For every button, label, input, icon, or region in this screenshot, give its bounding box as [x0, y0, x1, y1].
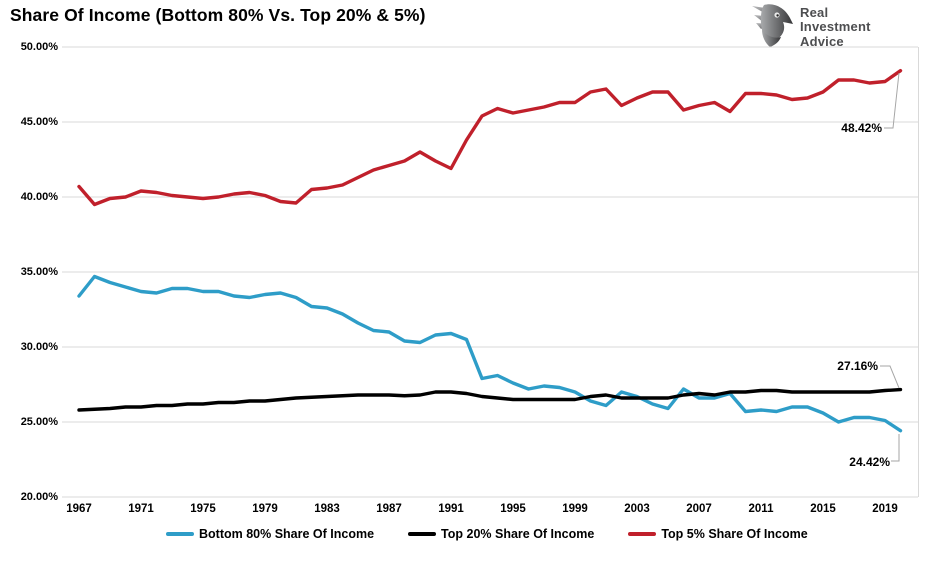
x-axis-label: 2019	[872, 503, 898, 515]
x-axis-label: 2003	[624, 503, 650, 515]
y-axis-label: 25.00%	[20, 416, 58, 428]
x-axis-label: 2011	[748, 503, 774, 515]
chart-title: Share Of Income (Bottom 80% Vs. Top 20% …	[10, 5, 426, 25]
legend-swatch	[628, 532, 657, 536]
y-axis-label: 30.00%	[20, 341, 58, 353]
brand-logo-text: Real Investment Advice	[800, 4, 871, 50]
leader-top5	[884, 72, 900, 129]
legend-item-top-20-share-of-income: Top 20% Share Of Income	[408, 527, 594, 541]
legend-swatch	[166, 532, 194, 536]
legend-label: Bottom 80% Share Of Income	[199, 527, 375, 541]
x-axis-label: 1971	[128, 503, 154, 515]
legend-label: Top 5% Share Of Income	[661, 527, 808, 541]
series-line-bottom-80-share-of-income	[77, 274, 903, 433]
leader-top20	[880, 365, 900, 389]
annotation-top5-value: 48.42%	[841, 121, 882, 135]
annotation-top20-value: 27.16%	[837, 359, 878, 373]
legend-swatch	[408, 532, 437, 536]
series-lines	[77, 68, 903, 433]
x-axis-label: 1995	[500, 503, 526, 515]
x-axis-label: 1967	[66, 503, 92, 515]
legend-item-top-5-share-of-income: Top 5% Share Of Income	[628, 527, 808, 541]
brand-logo: Real Investment Advice	[748, 3, 871, 52]
leader-bottom80	[891, 434, 900, 462]
x-axis-label: 1983	[314, 503, 340, 515]
brand-word-3: Advice	[800, 33, 844, 49]
eagle-logo-icon	[748, 3, 794, 52]
y-axis-label: 45.00%	[20, 116, 58, 128]
x-axis-label: 1991	[438, 503, 464, 515]
gridlines	[62, 46, 918, 498]
y-axis-label: 40.00%	[20, 191, 58, 203]
series-line-top-20-share-of-income	[77, 387, 903, 412]
x-axis-label: 1987	[376, 503, 402, 515]
x-axis-label: 1999	[562, 503, 588, 515]
chart-legend: Bottom 80% Share Of Income Top 20% Share …	[166, 527, 808, 541]
annotation-bottom80-value: 24.42%	[849, 455, 890, 469]
y-axis-label: 20.00%	[20, 491, 58, 503]
y-axis-label: 35.00%	[20, 266, 58, 278]
brand-word-2: Investment	[800, 19, 871, 35]
series-line-top-5-share-of-income	[77, 68, 903, 207]
annotation-leader-lines	[880, 72, 900, 462]
legend-item-bottom-80-share-of-income: Bottom 80% Share Of Income	[166, 527, 374, 541]
legend-label: Top 20% Share Of Income	[441, 527, 595, 541]
y-axis-label: 50.00%	[20, 41, 58, 53]
x-axis-label: 1975	[190, 503, 216, 515]
x-axis-label: 2007	[686, 503, 712, 515]
x-axis-label: 2015	[810, 503, 836, 515]
brand-word-1: Real	[800, 4, 829, 20]
x-axis-label: 1979	[252, 503, 278, 515]
